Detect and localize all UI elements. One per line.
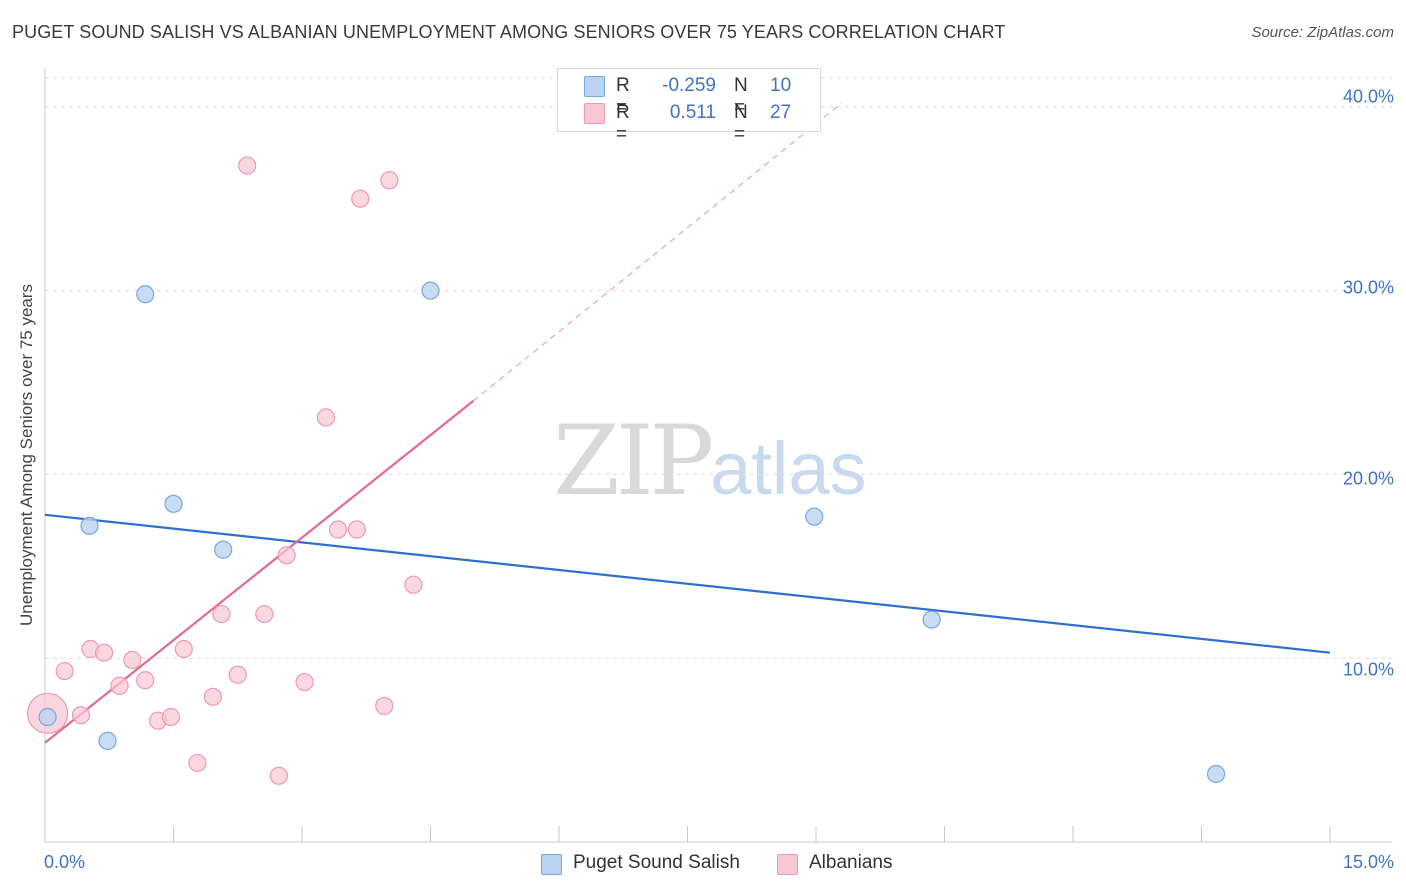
data-point-salish — [38, 707, 57, 727]
legend-n-label: N = — [734, 75, 748, 118]
trendline-albanians-extension — [472, 102, 843, 402]
data-point-albanians — [71, 706, 91, 725]
data-point-albanians — [95, 643, 114, 662]
data-point-albanians — [161, 707, 181, 727]
axis-layer — [44, 68, 1392, 843]
legend-swatch-albanians — [584, 103, 605, 124]
legend-n-value: 27 — [770, 102, 792, 123]
data-point-albanians — [238, 156, 257, 175]
legend-r-value: 0.511 — [669, 102, 716, 123]
data-point-salish — [214, 540, 233, 559]
watermark-atlas: atlas — [710, 427, 867, 510]
legend-n-label: N = — [734, 102, 748, 145]
data-point-salish — [80, 516, 99, 535]
y-axis-label: Unemployment Among Seniors over 75 years — [17, 283, 36, 627]
data-point-albanians — [347, 520, 366, 539]
legend-r-label: R = — [616, 102, 630, 145]
data-point-albanians — [174, 639, 193, 659]
data-point-salish — [98, 731, 117, 751]
legend-swatch-salish — [584, 76, 605, 97]
data-point-albanians — [404, 575, 423, 594]
data-point-salish — [1206, 764, 1226, 784]
data-point-albanians — [228, 665, 247, 684]
trendline-salish — [44, 513, 1331, 654]
y-tick-label-10: 10.0% — [1342, 659, 1394, 680]
legend-r-value: -0.259 — [662, 75, 716, 96]
data-point-albanians — [328, 520, 348, 539]
data-point-albanians — [295, 672, 314, 692]
data-point-albanians — [277, 546, 296, 565]
data-point-albanians — [351, 189, 370, 208]
chart-title: PUGET SOUND SALISH VS ALBANIAN UNEMPLOYM… — [12, 22, 1006, 42]
point-layer — [26, 156, 1226, 785]
trend-layer — [44, 102, 1331, 744]
data-point-salish — [164, 494, 183, 513]
bottom-legend-swatch-albanians — [777, 854, 798, 875]
data-point-albanians — [380, 171, 399, 190]
data-point-albanians — [203, 687, 223, 706]
data-point-albanians — [212, 604, 231, 624]
bottom-legend-label-albanians: Albanians — [809, 852, 893, 873]
data-point-albanians — [55, 661, 74, 681]
data-point-salish — [136, 285, 155, 304]
data-point-albanians — [375, 696, 394, 716]
data-point-albanians — [136, 671, 155, 690]
bottom-legend-swatch-salish — [541, 854, 562, 875]
data-point-albanians — [110, 676, 129, 695]
trendline-albanians — [44, 399, 475, 744]
watermark-zip: ZIP — [553, 405, 714, 517]
legend-r-label: R = — [616, 75, 630, 118]
data-point-salish — [922, 610, 941, 629]
bottom-legend-label-salish: Puget Sound Salish — [573, 852, 740, 873]
x-tick-label-max: 15.0% — [1342, 852, 1394, 872]
data-point-albanians — [188, 753, 207, 773]
data-point-albanians — [316, 408, 336, 427]
y-tick-label-20: 20.0% — [1342, 468, 1394, 489]
source-label: Source: ZipAtlas.com — [1251, 24, 1394, 41]
x-tick-label-min: 0.0% — [44, 852, 86, 872]
watermark: ZIPatlas — [553, 405, 867, 517]
y-tick-label-40: 40.0% — [1342, 86, 1394, 107]
legend-n-value: 10 — [770, 75, 792, 96]
data-point-albanians — [123, 650, 142, 670]
data-point-salish — [805, 507, 824, 526]
data-point-albanians — [269, 766, 288, 785]
data-point-salish — [421, 281, 440, 300]
data-point-albanians — [255, 604, 274, 624]
y-tick-label-30: 30.0% — [1342, 277, 1394, 298]
correlation-legend: R = -0.259 N = 10 R = 0.511 N = 27 — [557, 68, 821, 145]
